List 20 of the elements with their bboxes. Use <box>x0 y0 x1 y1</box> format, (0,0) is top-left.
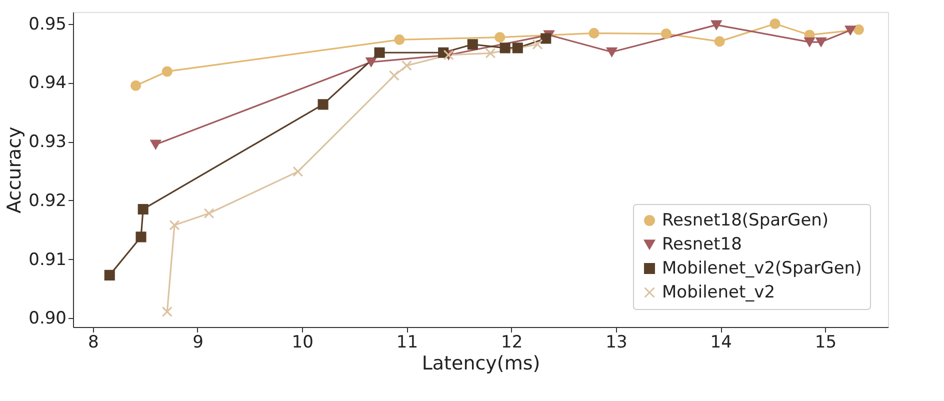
y-tick-label: 0.94 <box>28 73 66 94</box>
x-tick-label: 13 <box>606 332 628 352</box>
legend-label: Resnet18(SparGen) <box>662 210 829 230</box>
y-tick-label: 0.92 <box>28 190 66 211</box>
x-tick-label: 12 <box>501 332 523 352</box>
legend-label: Resnet18 <box>662 234 742 254</box>
x-tick-label: 11 <box>396 332 418 352</box>
x-tick-label: 14 <box>710 332 732 352</box>
y-tick-label: 0.91 <box>28 250 66 270</box>
legend-label: Mobilenet_v2(SparGen) <box>662 258 862 278</box>
legend-label: Mobilenet_v2 <box>662 282 776 302</box>
y-tick-label: 0.90 <box>28 308 66 329</box>
y-tick-label: 0.95 <box>28 14 66 34</box>
x-tick-label: 9 <box>192 332 204 352</box>
y-tick-label: 0.93 <box>28 132 66 152</box>
x-tick-label: 8 <box>88 332 99 352</box>
x-tick-label: 10 <box>292 332 314 352</box>
x-axis-title: Latency(ms) <box>422 352 540 374</box>
x-tick-label: 15 <box>814 332 837 352</box>
y-axis-title: Accuracy <box>4 126 26 214</box>
